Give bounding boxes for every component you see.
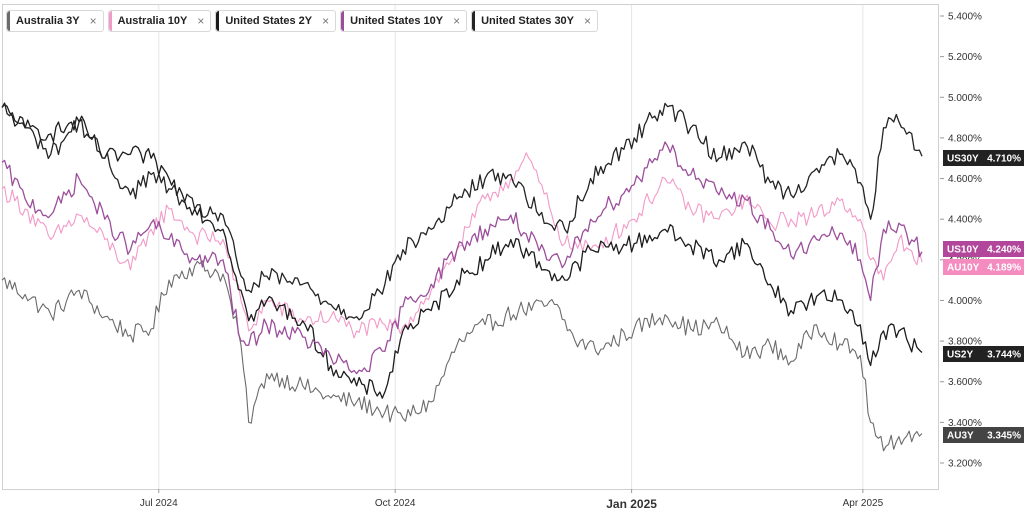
tag-series-code: US10Y [947,245,979,256]
close-icon[interactable]: × [322,14,330,28]
y-tick-label: 3.400% [948,418,982,429]
gridlines [158,5,864,489]
x-tick-label: Jan 2025 [606,497,657,511]
series-line-us10y[interactable] [1,141,923,375]
y-tick-label: 3.200% [948,459,982,470]
tag-series-code: AU10Y [947,263,980,274]
legend-chip-1[interactable]: Australia 10Y × [107,10,212,32]
close-icon[interactable]: × [197,14,205,28]
y-tick-label: 3.600% [948,377,982,388]
y-tick-label: 4.400% [948,215,982,226]
y-tick-label: 5.400% [948,12,982,23]
y-tick-label: 3.800% [948,337,982,348]
last-value-tag-us30y: US30Y 4.710% [943,150,1024,166]
x-tick-label: Apr 2025 [843,498,884,509]
last-value-tag-us2y: US2Y 3.744% [943,346,1024,362]
series-line-au3y[interactable] [1,260,923,452]
legend-label: United States 30Y [481,15,575,27]
y-tick-label: 5.000% [948,93,982,104]
tag-last-value: 4.189% [987,263,1021,274]
close-icon[interactable]: × [584,14,592,28]
series-layer [1,102,923,452]
series-line-us30y[interactable] [1,102,923,321]
tag-background [943,259,1024,275]
legend-chip-4[interactable]: United States 30Y × [471,10,599,32]
series-line-au10y[interactable] [1,152,923,339]
legend-chip-0[interactable]: Australia 3Y × [6,10,104,32]
close-icon[interactable]: × [453,14,461,28]
legend-label: United States 10Y [350,15,444,27]
legend-chip-3[interactable]: United States 10Y × [340,10,468,32]
last-value-tag-au10y: AU10Y 4.189% [943,259,1024,275]
legend-label: Australia 10Y [117,15,188,27]
legend-swatch [7,11,10,31]
legend-label: United States 2Y [225,15,313,27]
tag-last-value: 4.710% [987,154,1021,165]
x-axis: Jul 2024 Oct 2024 Jan 2025 Apr 2025 [140,489,884,511]
y-axis: 5.400%5.200%5.000%4.800%4.600%4.400%4.20… [940,12,982,470]
y-tick-label: 5.200% [948,52,982,63]
legend-chip-2[interactable]: United States 2Y × [215,10,337,32]
tag-last-value: 3.744% [987,350,1021,361]
x-tick-label: Oct 2024 [375,498,416,509]
series-line-us2y[interactable] [1,103,923,399]
legend-swatch [341,11,345,31]
tag-last-value: 4.240% [987,245,1021,256]
tag-background [943,346,1024,362]
y-tick-label: 4.600% [948,174,982,185]
legend: Australia 3Y × Australia 10Y × United States… [6,10,599,32]
tag-background [943,241,1024,257]
last-value-tag-us10y: US10Y 4.240% [943,241,1024,257]
tag-series-code: US2Y [947,350,973,361]
last-value-tags: AU3Y 3.345% AU10Y 4.189% US2Y 3.744% US10Y 4.24… [943,150,1024,443]
tag-last-value: 3.345% [987,431,1021,442]
legend-swatch [216,11,220,31]
tag-series-code: US30Y [947,154,979,165]
last-value-tag-au3y: AU3Y 3.345% [943,427,1024,443]
tag-series-code: AU3Y [947,431,974,442]
legend-swatch [472,11,476,31]
plot-area-border [2,4,939,490]
y-tick-label: 4.000% [948,296,982,307]
close-icon[interactable]: × [89,14,97,28]
legend-swatch [108,11,112,31]
y-tick-label: 4.800% [948,133,982,144]
x-tick-label: Jul 2024 [140,498,178,509]
tag-background [943,150,1024,166]
legend-label: Australia 3Y [16,15,80,27]
tag-background [943,427,1024,443]
